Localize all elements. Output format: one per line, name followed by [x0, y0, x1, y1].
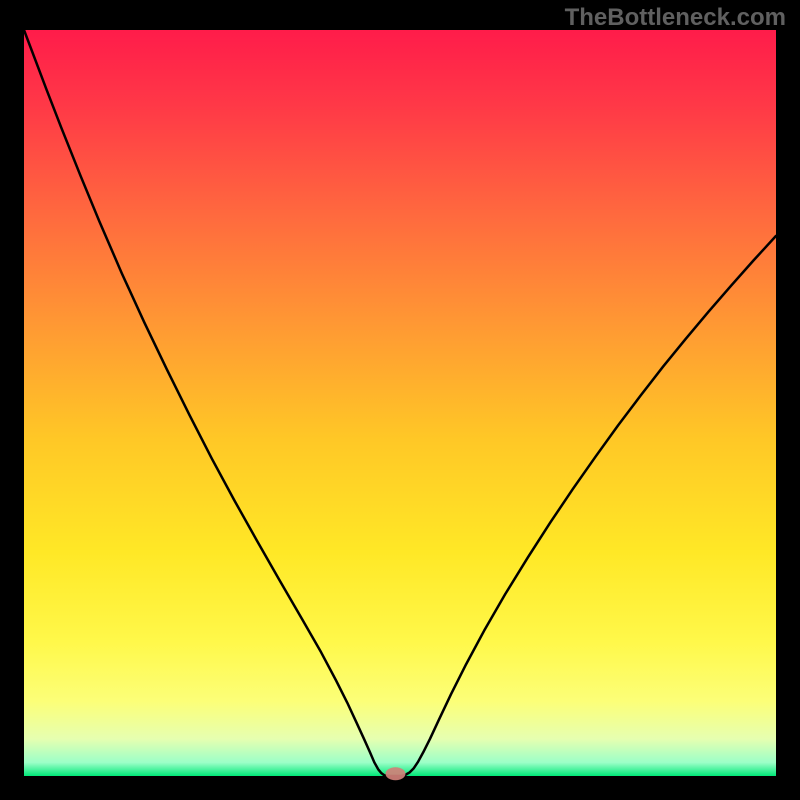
- plot-background: [24, 30, 776, 776]
- bottleneck-chart: [0, 0, 800, 800]
- optimum-marker: [385, 767, 405, 780]
- watermark-text: TheBottleneck.com: [565, 4, 786, 32]
